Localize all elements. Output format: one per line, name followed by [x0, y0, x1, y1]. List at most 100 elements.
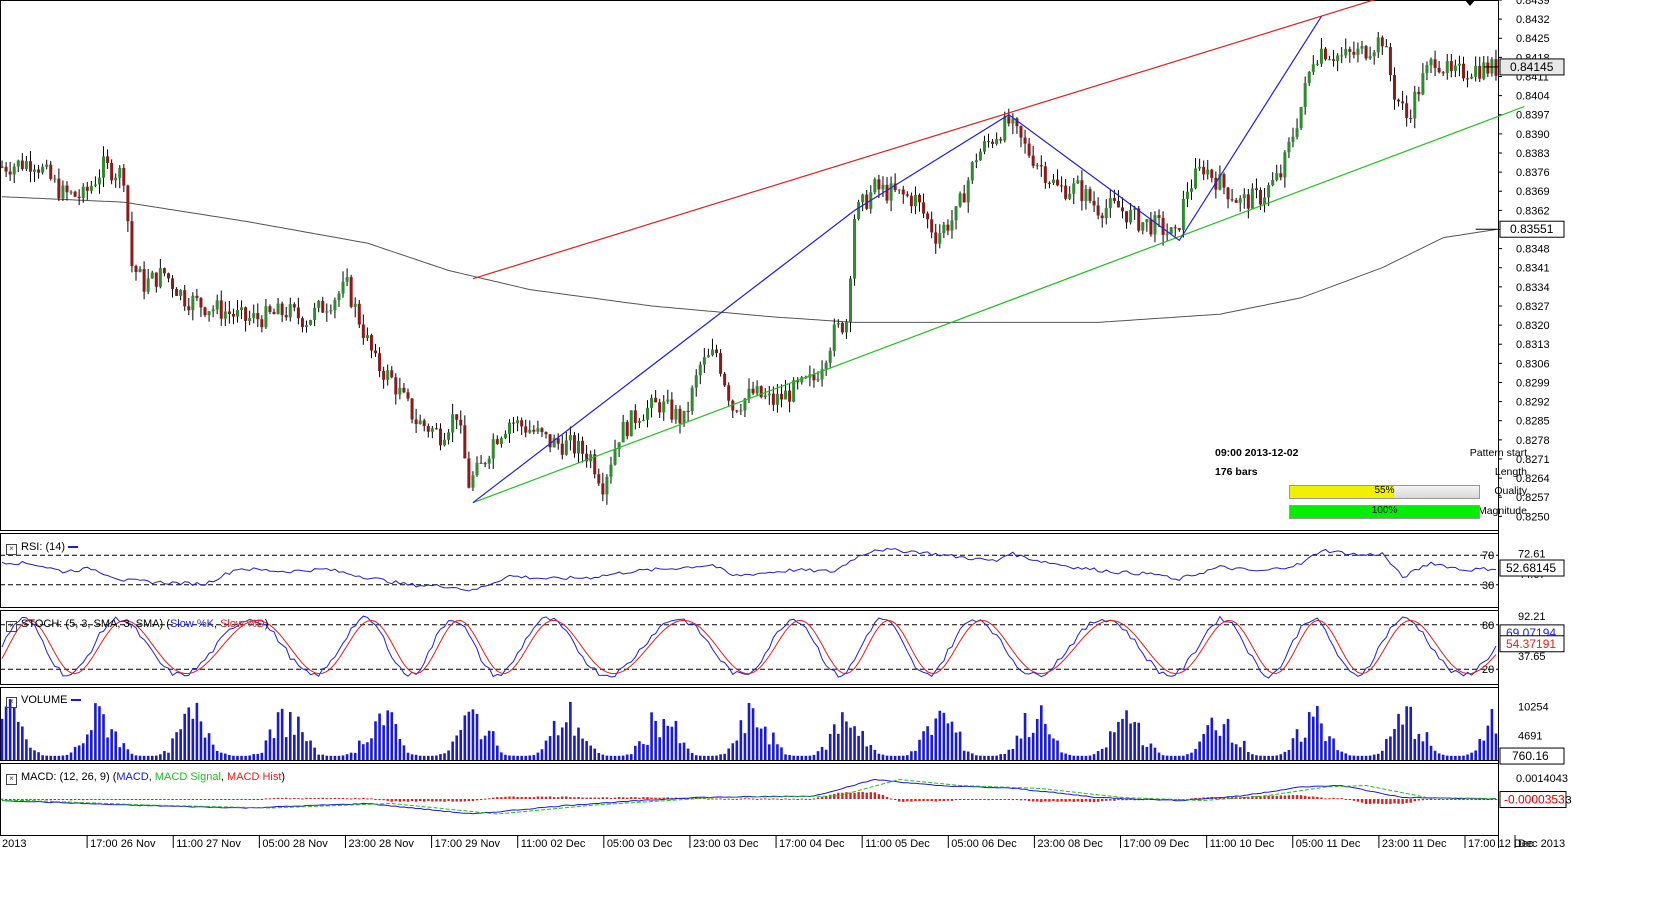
- volume-bar: [638, 741, 641, 760]
- macd-hist-bar: [1429, 799, 1433, 800]
- macd-hist-bar: [865, 792, 868, 799]
- candle-body: [1409, 117, 1413, 119]
- x-axis-label: Dec 2013: [1518, 838, 1565, 850]
- volume-bar: [694, 755, 698, 760]
- candle-body: [1250, 188, 1254, 209]
- volume-bar: [130, 753, 134, 760]
- candle-body: [995, 139, 999, 145]
- price-tick-label: 0.8313: [1516, 339, 1550, 351]
- volume-bar: [1088, 755, 1092, 760]
- volume-bar: [4, 706, 8, 760]
- volume-bar: [950, 721, 954, 760]
- volume-bar: [796, 755, 800, 760]
- volume-legend-swatch: [70, 699, 81, 702]
- candle-body: [1392, 75, 1396, 100]
- volume-bar: [800, 755, 804, 760]
- volume-bar: [820, 746, 824, 760]
- candle-body: [706, 355, 710, 358]
- volume-bar: [1486, 725, 1490, 760]
- stoch-title-text: STOCH: (5, 3, SMA, 3, SMA) (: [21, 618, 170, 630]
- volume-bar: [435, 755, 438, 760]
- candle-body: [759, 386, 763, 398]
- macd-hist-bar: [1450, 799, 1453, 800]
- volume-bar: [1311, 716, 1315, 760]
- x-axis-label: 17:00 09 Dec: [1124, 838, 1190, 850]
- candle-body: [1137, 208, 1141, 231]
- candle-body: [1291, 136, 1295, 142]
- volume-bar: [857, 735, 860, 760]
- candle-body: [625, 421, 629, 437]
- macd-hist-bar: [451, 799, 454, 802]
- volume-bar: [195, 702, 199, 760]
- candle-body: [958, 193, 962, 207]
- volume-bar: [21, 726, 24, 760]
- volume-bar: [171, 738, 174, 760]
- volume-bar: [914, 750, 917, 760]
- candle-body: [49, 164, 53, 179]
- macd-hist-bar: [577, 796, 580, 799]
- candle-body: [1494, 59, 1498, 76]
- x-axis-label: 17:00 04 Dec: [779, 838, 845, 850]
- macd-hist-bar: [1295, 795, 1299, 799]
- volume-bar: [1121, 718, 1124, 760]
- candle-body: [8, 171, 12, 175]
- volume-bar: [1019, 738, 1023, 760]
- macd-hist-bar: [1287, 795, 1291, 799]
- volume-bar: [979, 755, 982, 760]
- macd-hist-bar: [751, 798, 755, 800]
- volume-bar: [922, 731, 925, 760]
- panel-toggle-icon[interactable]: ×: [6, 621, 17, 632]
- panel-toggle-icon[interactable]: ×: [6, 544, 17, 555]
- macd-hist-bar: [321, 797, 324, 799]
- candle-body: [962, 193, 966, 203]
- volume-bar: [248, 755, 251, 760]
- macd-hist-bar: [4, 799, 8, 800]
- candle-body: [1340, 55, 1344, 57]
- macd-hist-bar: [301, 798, 304, 800]
- length-label: Length: [1494, 466, 1527, 478]
- volume-bar: [386, 710, 389, 760]
- macd-hist-bar: [670, 797, 674, 799]
- price-tick-label: 0.8320: [1516, 320, 1550, 332]
- candle-body: [325, 311, 329, 313]
- volume-bar: [1482, 740, 1486, 760]
- volume-bar: [1458, 755, 1461, 760]
- candle-body: [844, 321, 848, 333]
- volume-bar: [995, 755, 998, 760]
- candle-body: [390, 370, 394, 378]
- macd-hist-bar: [126, 799, 130, 800]
- volume-bar: [487, 730, 491, 760]
- volume-bar: [106, 737, 109, 760]
- candle-body: [1352, 51, 1356, 55]
- candle-body: [678, 408, 682, 424]
- volume-bar: [897, 755, 901, 760]
- macd-hist-bar: [512, 796, 515, 799]
- candle-body: [231, 313, 235, 317]
- candle-body: [244, 307, 248, 321]
- macd-hist-bar: [317, 797, 320, 799]
- macd-hist-bar: [845, 792, 848, 799]
- volume-bar: [483, 735, 487, 760]
- macd-hist-bar: [1105, 799, 1108, 801]
- panel-toggle-icon[interactable]: ×: [6, 774, 17, 785]
- macd-hist-bar: [13, 799, 16, 800]
- volume-bar: [370, 738, 373, 760]
- candle-body: [1084, 189, 1088, 202]
- macd-hist-bar: [1340, 798, 1343, 800]
- volume-bar: [918, 739, 921, 760]
- volume-bar: [1084, 755, 1088, 760]
- volume-bar: [589, 745, 592, 760]
- volume-bar: [804, 755, 808, 760]
- volume-bar: [751, 708, 755, 760]
- macd-hist-bar: [151, 799, 154, 800]
- volume-bar: [410, 754, 414, 760]
- panel-toggle-icon[interactable]: ×: [6, 697, 17, 708]
- volume-bar: [41, 755, 44, 760]
- volume-bar: [1462, 755, 1465, 760]
- macd-hist-bar: [471, 799, 475, 802]
- macd-hist-bar: [337, 797, 341, 799]
- volume-bar: [1165, 755, 1169, 760]
- candle-body: [24, 161, 28, 170]
- macd-hist-bar: [191, 799, 195, 800]
- candle-body: [942, 224, 946, 234]
